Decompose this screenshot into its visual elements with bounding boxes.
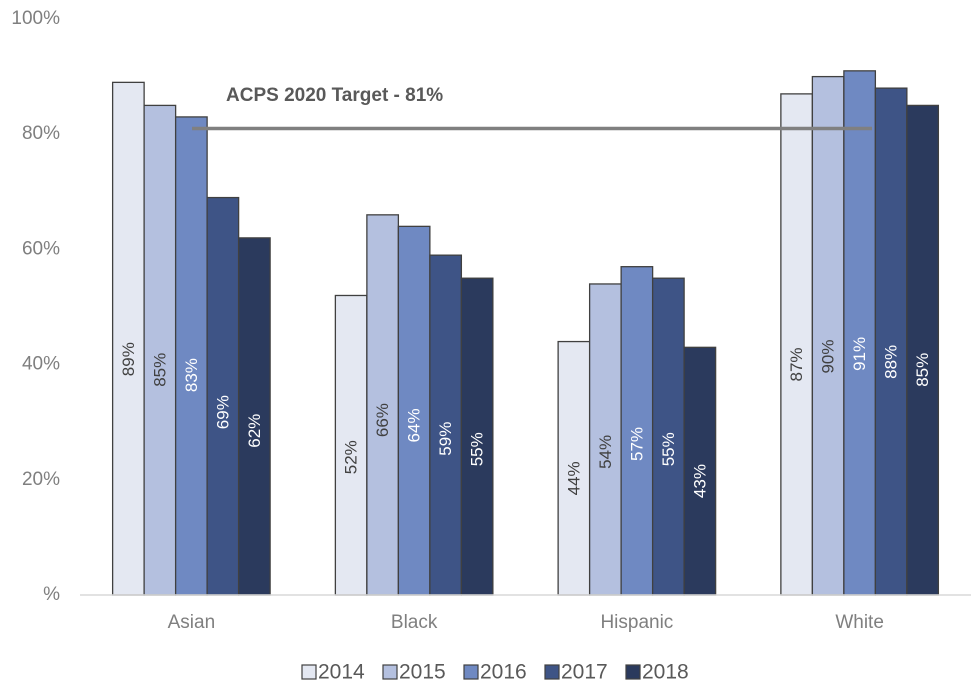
bar [111, 81, 145, 596]
bar-value-label: 89% [119, 342, 138, 376]
bar-value-label: 87% [787, 347, 806, 381]
bar-value-label: 66% [373, 403, 392, 437]
y-tick-label: % [43, 584, 60, 605]
bar [811, 75, 845, 596]
legend-swatch [382, 664, 398, 680]
bar-value-label: 91% [850, 337, 869, 371]
bar-value-label: 85% [913, 353, 932, 387]
bar [683, 346, 717, 596]
bar-value-label: 69% [213, 395, 232, 429]
bar-value-label: 43% [690, 464, 709, 498]
y-tick-label: 60% [22, 238, 60, 259]
bar-value-label: 83% [182, 358, 201, 392]
bar-value-label: 44% [564, 461, 583, 495]
bar-value-label: 55% [468, 432, 487, 466]
target-label: ACPS 2020 Target - 81% [226, 85, 443, 106]
y-tick-label: 40% [22, 354, 60, 375]
legend-swatch [301, 664, 317, 680]
y-tick-label: 80% [22, 123, 60, 144]
target-line-group: ACPS 2020 Target - 81% [192, 85, 872, 131]
legend-label: 2017 [561, 661, 608, 684]
bar [143, 104, 177, 596]
legend-label: 2016 [480, 661, 527, 684]
y-axis: % 20% 40% 60% 80% 100% [11, 8, 60, 605]
bar [620, 266, 654, 596]
bar-value-label: 85% [150, 353, 169, 387]
bar [906, 104, 940, 596]
legend: 2014 2015 2016 2017 2018 [301, 661, 689, 684]
bar-value-label: 62% [245, 414, 264, 448]
legend-swatch [544, 664, 560, 680]
bar-value-label: 55% [659, 432, 678, 466]
category-label: Asian [168, 612, 216, 633]
bar-value-label: 59% [436, 422, 455, 456]
bar-value-label: 88% [882, 345, 901, 379]
bars: 89% 85% 83% 69% 62% 52% 66% 64% 59% 55% 44% 54% 57% 5… [111, 70, 940, 596]
category-label: Black [391, 612, 438, 633]
legend-label: 2018 [642, 661, 689, 684]
category-label: White [835, 612, 884, 633]
legend-label: 2015 [399, 661, 446, 684]
bar [874, 87, 908, 596]
bar [206, 196, 240, 596]
category-label: Hispanic [600, 612, 673, 633]
bar [843, 70, 877, 596]
bar-value-label: 90% [819, 340, 838, 374]
legend-swatch [625, 664, 641, 680]
legend-swatch [463, 664, 479, 680]
bar-value-label: 52% [342, 440, 361, 474]
bar [429, 254, 463, 596]
bar-value-label: 64% [405, 408, 424, 442]
x-axis: Asian Black Hispanic White [168, 612, 884, 633]
legend-label: 2014 [318, 661, 365, 684]
y-tick-label: 100% [11, 8, 60, 29]
bar [780, 93, 814, 596]
bar-value-label: 57% [627, 427, 646, 461]
bar-value-label: 54% [596, 435, 615, 469]
bar [174, 116, 208, 596]
y-tick-label: 20% [22, 469, 60, 490]
bar [557, 340, 591, 596]
bar [237, 237, 271, 596]
